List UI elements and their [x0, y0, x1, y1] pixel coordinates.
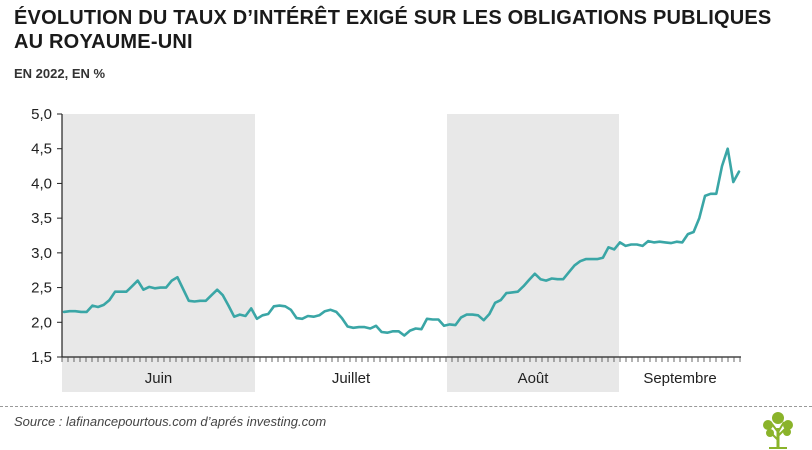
chart-subtitle: EN 2022, EN %: [14, 66, 106, 81]
y-tick-label: 3,0: [31, 245, 52, 262]
y-tick-label: 5,0: [31, 106, 52, 123]
footer-divider: [0, 406, 812, 407]
month-label: Juin: [145, 370, 173, 387]
y-tick-label: 4,5: [31, 141, 52, 158]
chart-title: Évolution du taux d’intérêt exigé sur le…: [14, 7, 772, 53]
y-tick-label: 2,5: [31, 280, 52, 297]
y-tick-label: 2,0: [31, 314, 52, 331]
source-note: Source : lafinancepourtous.com d’aprés i…: [14, 414, 327, 429]
y-tick-label: 3,5: [31, 210, 52, 227]
series-line-0: [62, 147, 741, 337]
shaded-band-0: [62, 114, 255, 392]
tree-logo-icon: [763, 412, 793, 449]
y-tick-label: 1,5: [31, 349, 52, 366]
month-label: Août: [518, 370, 550, 387]
month-label: Juillet: [332, 370, 371, 387]
month-label: Septembre: [643, 370, 716, 387]
shaded-band-2: [447, 114, 619, 392]
y-tick-label: 4,0: [31, 175, 52, 192]
